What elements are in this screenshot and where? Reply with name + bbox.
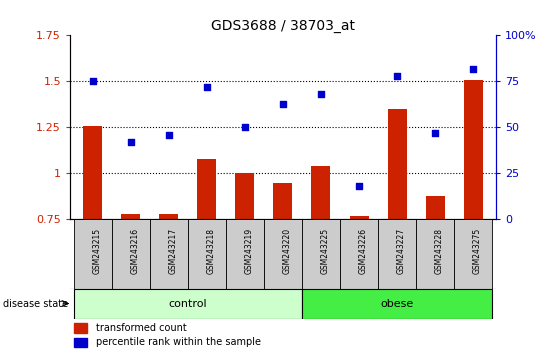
Bar [340,219,378,289]
Text: control: control [169,298,207,309]
Point [469,66,478,72]
Bar [273,183,293,219]
Text: GSM243226: GSM243226 [359,228,368,274]
Point [88,79,97,84]
Title: GDS3688 / 38703_at: GDS3688 / 38703_at [211,19,355,33]
Bar [416,219,454,289]
Point [164,132,173,138]
Bar [378,219,416,289]
Bar [112,219,150,289]
Text: percentile rank within the sample: percentile rank within the sample [95,337,261,348]
Bar [74,289,302,319]
Point [355,183,363,189]
Bar [150,219,188,289]
Text: GSM243215: GSM243215 [93,228,102,274]
Bar [74,324,87,333]
Bar [188,219,226,289]
Bar [74,219,112,289]
Text: GSM243218: GSM243218 [207,228,216,274]
Bar [302,219,340,289]
Bar [464,80,482,219]
Bar [349,216,369,219]
Text: GSM243225: GSM243225 [321,228,330,274]
Bar [197,159,217,219]
Point [203,84,211,90]
Text: GSM243220: GSM243220 [283,228,292,274]
Bar [264,219,302,289]
Text: GSM243275: GSM243275 [473,228,482,274]
Bar [74,338,87,347]
Bar [121,214,140,219]
Point [240,125,249,130]
Bar [236,173,254,219]
Bar [312,166,330,219]
Point [393,73,402,79]
Point [127,139,135,145]
Text: GSM243228: GSM243228 [435,228,444,274]
Bar [226,219,264,289]
Point [279,101,287,106]
Point [431,130,439,136]
Bar [388,109,406,219]
Bar [160,214,178,219]
Text: disease state: disease state [3,298,68,309]
Text: GSM243227: GSM243227 [397,228,406,274]
Text: GSM243217: GSM243217 [169,228,178,274]
Text: GSM243219: GSM243219 [245,228,254,274]
Bar [454,219,492,289]
Text: obese: obese [381,298,413,309]
Bar [84,126,102,219]
Bar [302,289,492,319]
Point [317,91,326,97]
Text: GSM243216: GSM243216 [131,228,140,274]
Bar [426,195,445,219]
Text: transformed count: transformed count [95,323,186,333]
